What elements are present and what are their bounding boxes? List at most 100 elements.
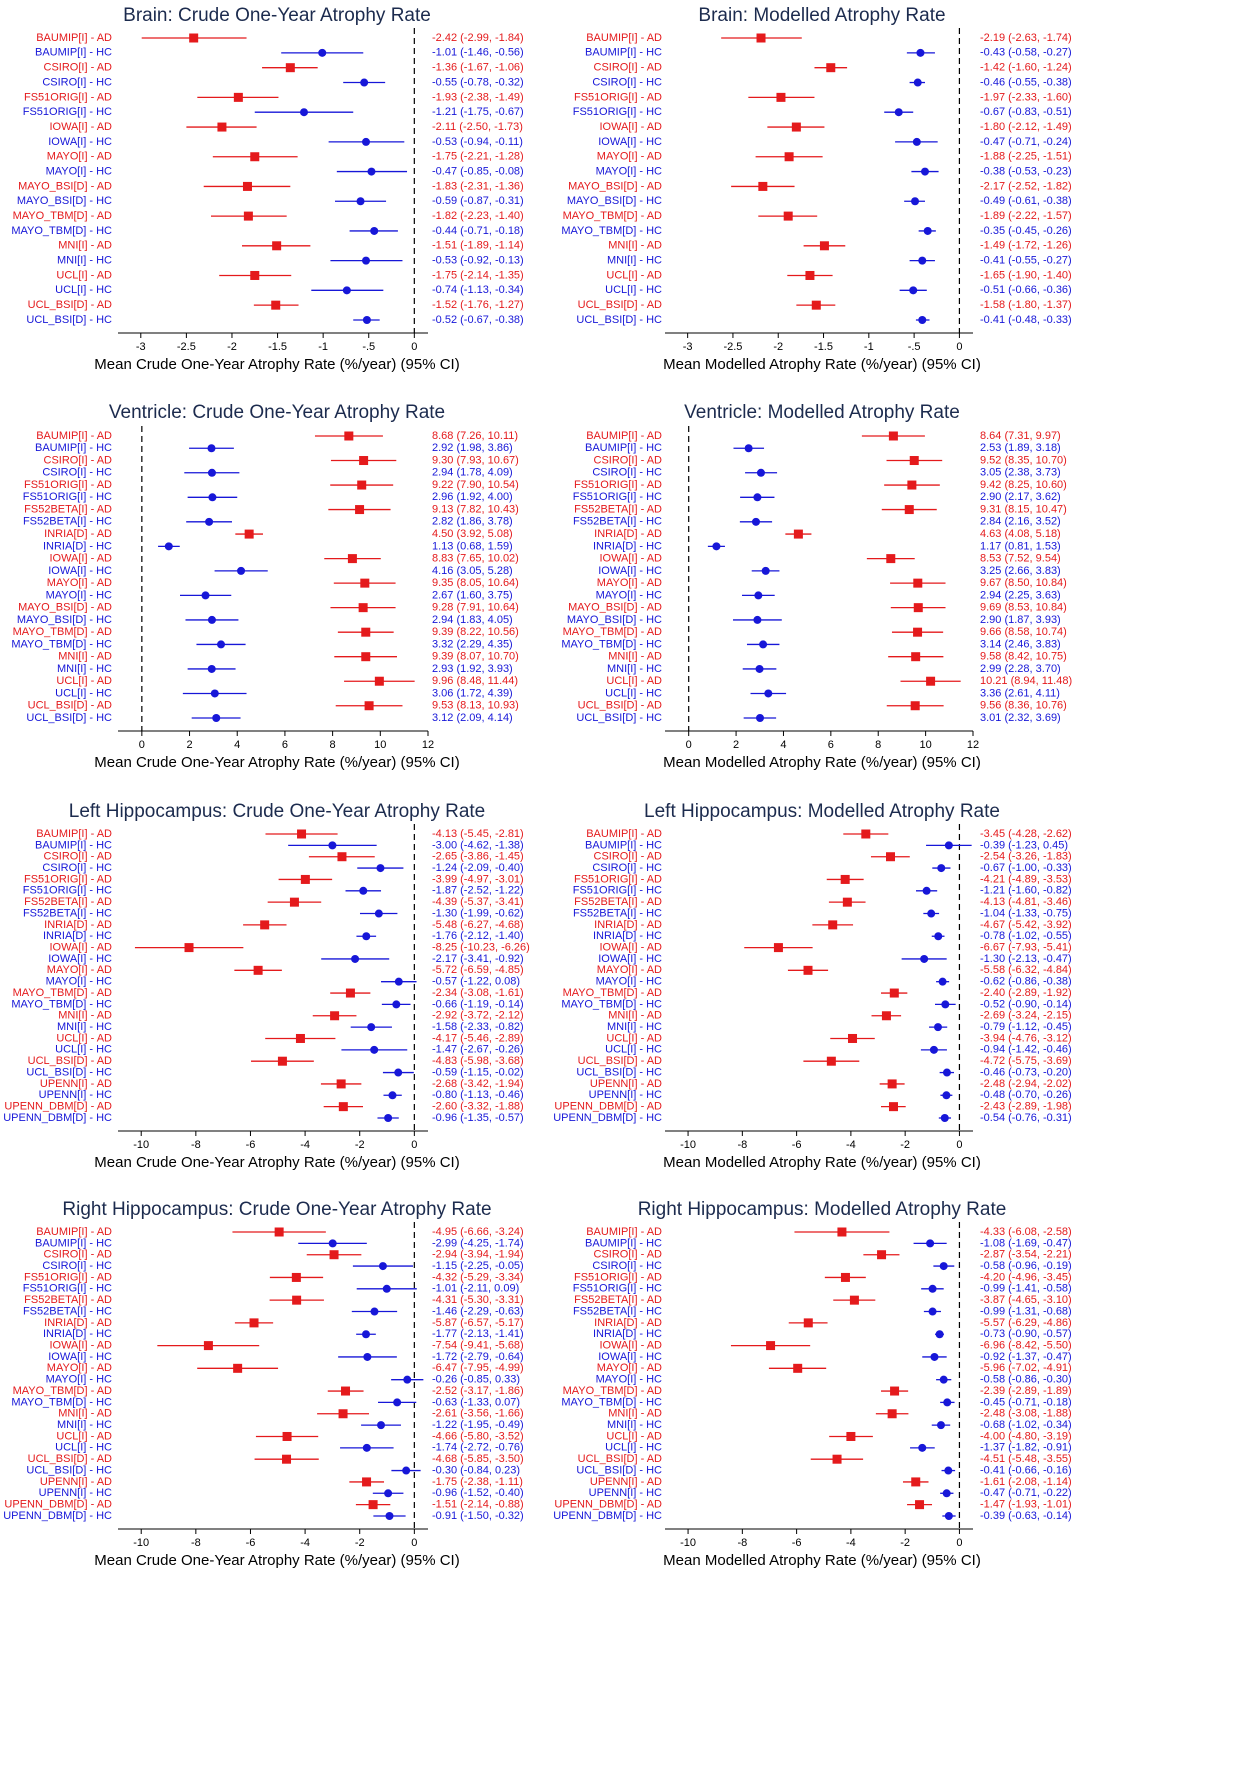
estimate-marker — [861, 829, 871, 839]
value-label: 3.14 (2.46, 3.83) — [980, 638, 1061, 650]
estimate-marker — [385, 1512, 394, 1520]
row-label: UCL[I] - AD — [56, 675, 112, 687]
value-label: -0.79 (-1.12, -0.45) — [980, 1021, 1072, 1033]
row-label: IOWA[I] - HC — [598, 953, 662, 965]
row-label: UPENN[I] - AD — [40, 1476, 112, 1488]
value-label: -0.96 (-1.52, -0.40) — [432, 1487, 524, 1499]
estimate-marker — [911, 197, 920, 206]
value-label: -1.15 (-2.25, -0.05) — [432, 1260, 524, 1272]
value-label: -0.96 (-1.35, -0.57) — [432, 1112, 524, 1124]
row-label: IOWA[I] - AD — [599, 553, 662, 565]
estimate-marker — [355, 505, 365, 515]
row-label: FS52BETA[I] - AD — [24, 1294, 112, 1306]
value-label: -1.46 (-2.29, -0.63) — [432, 1305, 524, 1317]
row-label: INRIA[D] - HC — [593, 930, 662, 942]
row-label: MNI[I] - HC — [607, 1021, 662, 1033]
row-label: CSIRO[I] - AD — [594, 62, 663, 74]
row-label: MAYO[I] - HC — [596, 1374, 662, 1386]
row-label: IOWA[I] - HC — [48, 136, 112, 148]
estimate-marker — [233, 92, 243, 102]
row-label: UPENN[I] - AD — [40, 1078, 112, 1090]
row-label: FS51ORIG[I] - AD — [24, 91, 112, 103]
value-label: -1.30 (-1.99, -0.62) — [432, 907, 524, 919]
row-label: MAYO[I] - AD — [597, 1362, 662, 1374]
value-label: 9.67 (8.50, 10.84) — [980, 577, 1067, 589]
row-label: IOWA[I] - AD — [599, 1340, 662, 1352]
value-label: 9.52 (8.35, 10.70) — [980, 454, 1067, 466]
estimate-marker — [888, 431, 898, 441]
value-label: -1.21 (-1.60, -0.82) — [980, 885, 1072, 897]
estimate-marker — [828, 920, 838, 930]
estimate-marker — [374, 676, 384, 686]
estimate-marker — [920, 167, 929, 176]
row-label: MAYO_TBM[D] - HC — [11, 225, 112, 237]
row-label: BAUMIP[I] - AD — [36, 1226, 112, 1238]
value-label: -4.13 (-5.45, -2.81) — [432, 828, 524, 840]
row-label: CSIRO[I] - HC — [592, 467, 662, 479]
estimate-marker — [888, 1102, 898, 1112]
value-label: -4.31 (-5.30, -3.31) — [432, 1294, 524, 1306]
estimate-marker — [360, 78, 369, 87]
row-label: UPENN_DBM[D] - HC — [3, 1112, 112, 1124]
estimate-marker — [285, 63, 295, 73]
x-tick-label: -1 — [318, 341, 328, 353]
row-label: BAUMIP[I] - AD — [586, 828, 662, 840]
estimate-marker — [217, 122, 227, 132]
value-label: -2.19 (-2.63, -1.74) — [980, 32, 1072, 44]
row-label: UCL_BSI[D] - HC — [26, 1464, 112, 1476]
value-label: 1.17 (0.81, 1.53) — [980, 540, 1061, 552]
value-label: -1.58 (-1.80, -1.37) — [980, 299, 1072, 311]
estimate-marker — [842, 897, 852, 907]
row-label: IOWA[I] - AD — [599, 942, 662, 954]
value-label: -0.99 (-1.41, -0.58) — [980, 1283, 1072, 1295]
estimate-marker — [944, 1512, 953, 1520]
value-label: -1.88 (-2.25, -1.51) — [980, 151, 1072, 163]
estimate-marker — [362, 932, 371, 941]
row-label: MNI[I] - AD — [608, 1010, 662, 1022]
estimate-marker — [330, 1011, 340, 1021]
estimate-marker — [274, 1227, 284, 1237]
row-label: MNI[I] - AD — [58, 651, 112, 663]
row-label: BAUMIP[I] - HC — [35, 442, 112, 454]
row-label: MAYO_TBM[D] - AD — [13, 987, 112, 999]
row-label: UCL_BSI[D] - AD — [28, 299, 112, 311]
row-label: MNI[I] - AD — [608, 240, 662, 252]
value-label: -1.08 (-1.69, -0.47) — [980, 1237, 1072, 1249]
panel-title: Left Hippocampus: Modelled Atrophy Rate — [644, 801, 1000, 822]
row-label: MNI[I] - AD — [58, 240, 112, 252]
estimate-marker — [189, 33, 199, 43]
estimate-marker — [362, 1443, 371, 1452]
row-label: MNI[I] - HC — [57, 663, 112, 675]
estimate-marker — [930, 1352, 939, 1361]
row-label: UCL_BSI[D] - HC — [576, 1066, 662, 1078]
value-label: -2.65 (-3.86, -1.45) — [432, 851, 524, 863]
row-label: MAYO[I] - AD — [47, 964, 112, 976]
estimate-marker — [756, 714, 765, 722]
estimate-marker — [329, 1250, 339, 1260]
value-label: -1.04 (-1.33, -0.75) — [980, 907, 1072, 919]
value-label: -0.58 (-0.86, -0.30) — [980, 1374, 1072, 1386]
row-label: CSIRO[I] - HC — [42, 1260, 112, 1272]
value-label: -2.17 (-2.52, -1.82) — [980, 180, 1072, 192]
forest-panel: Right Hippocampus: Modelled Atrophy Rate… — [553, 1199, 1072, 1569]
value-label: 1.13 (0.68, 1.59) — [432, 540, 513, 552]
estimate-marker — [793, 529, 803, 539]
estimate-marker — [912, 137, 921, 146]
value-label: -3.99 (-4.97, -3.01) — [432, 873, 524, 885]
value-label: -2.39 (-2.89, -1.89) — [980, 1385, 1072, 1397]
estimate-marker — [361, 652, 371, 662]
estimate-marker — [282, 1431, 292, 1441]
value-label: -0.67 (-0.83, -0.51) — [980, 106, 1072, 118]
value-label: -6.47 (-7.95, -4.99) — [432, 1362, 524, 1374]
x-axis-title: Mean Modelled Atrophy Rate (%/year) (95%… — [663, 754, 981, 771]
row-label: FS51ORIG[I] - AD — [574, 91, 662, 103]
value-label: 9.69 (8.53, 10.84) — [980, 602, 1067, 614]
estimate-marker — [849, 1295, 859, 1305]
estimate-marker — [392, 1000, 401, 1009]
estimate-marker — [253, 965, 263, 975]
row-label: IOWA[I] - HC — [48, 565, 112, 577]
value-label: -0.78 (-1.02, -0.55) — [980, 930, 1072, 942]
row-label: UPENN[I] - HC — [589, 1089, 662, 1101]
row-label: INRIA[D] - AD — [44, 919, 112, 931]
panel-title: Brain: Crude One-Year Atrophy Rate — [123, 5, 431, 26]
